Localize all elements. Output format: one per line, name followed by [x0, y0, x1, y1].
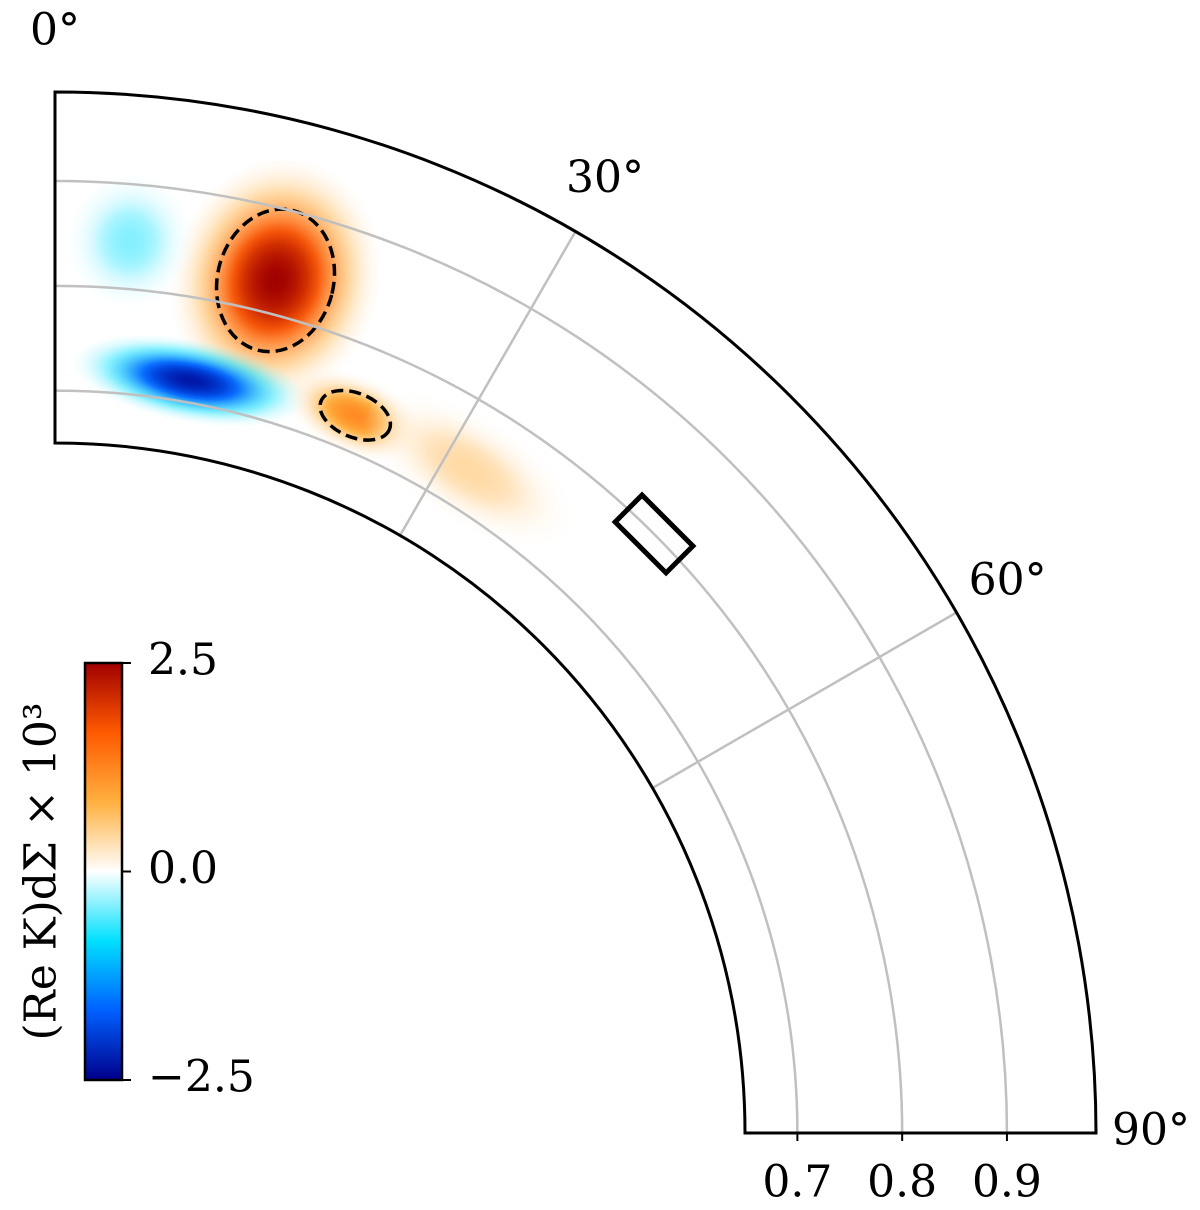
theta-grid-line — [651, 611, 958, 790]
r-tick-label: 0.7 — [762, 1157, 832, 1208]
colorbar-tick-label: −2.5 — [148, 1052, 255, 1103]
foreground: 0.7 0.8 0.9 0° 30° 60° 90° 2.5 0.0 −2.5 (Re K)dΣ ×… — [16, 5, 1191, 1208]
heatmap — [64, 156, 576, 549]
theta-tick-label: 0° — [30, 5, 80, 56]
r-tick-label: 0.8 — [867, 1157, 937, 1208]
field-blob — [169, 156, 382, 405]
r-grid-line — [54, 389, 799, 1134]
marker — [611, 491, 697, 577]
colorbar-label: (Re K)dΣ × 10³ — [16, 702, 67, 1040]
colorbar-tick-label: 2.5 — [148, 635, 218, 686]
field-blob — [64, 170, 195, 311]
contour — [318, 388, 393, 442]
colorbar-tick-label: 0.0 — [148, 843, 218, 894]
theta-grid-line — [398, 230, 577, 537]
theta-tick-label: 90° — [1112, 1105, 1190, 1156]
field-blob — [72, 334, 309, 428]
r-grid-line — [54, 284, 904, 1134]
r-grid-line — [54, 179, 1009, 1134]
colorbar — [83, 661, 124, 1082]
field-blob — [363, 390, 576, 549]
theta-tick-label: 30° — [566, 152, 644, 203]
plot-frame — [53, 90, 1098, 1135]
r-tick-label: 0.9 — [972, 1157, 1042, 1208]
theta-tick-label: 60° — [969, 555, 1047, 606]
